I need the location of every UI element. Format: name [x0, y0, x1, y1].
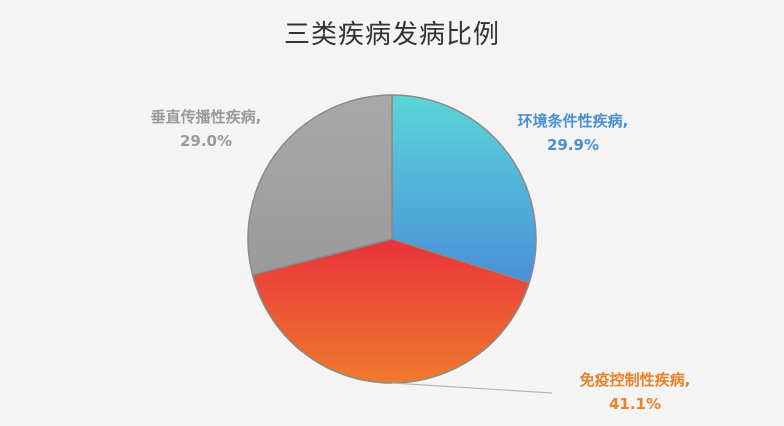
- slice-label-percent-2: 41.1%: [609, 395, 661, 413]
- pie-slice-2: [251, 238, 531, 384]
- slice-label-name-2: 免疫控制性疾病,: [580, 371, 691, 389]
- leader-lines: [391, 382, 553, 394]
- slice-label-name-1: 环境条件性疾病,: [518, 112, 629, 130]
- chart-title: 三类疾病发病比例: [283, 20, 500, 50]
- slice-label-percent-1: 29.9%: [547, 136, 599, 154]
- pie-slice-3: [247, 94, 393, 276]
- labels-layer: 环境条件性疾病, 29.9% 免疫控制性疾病, 41.1% 垂直传播性疾病, 29.0%: [151, 108, 691, 413]
- slice-label-percent-3: 29.0%: [180, 132, 232, 150]
- slices-layer: [247, 94, 537, 384]
- leader-line-2: [391, 382, 553, 394]
- slice-label-name-3: 垂直传播性疾病,: [151, 108, 262, 126]
- pie-slice-1: [391, 94, 537, 284]
